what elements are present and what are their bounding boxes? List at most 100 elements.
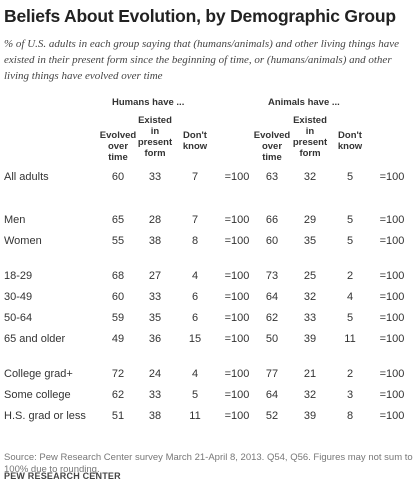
table-cell: 73: [265, 270, 279, 282]
table-cell: 77: [265, 368, 279, 380]
table-cell: 72: [111, 368, 125, 380]
table-cell: 5: [346, 312, 354, 324]
column-header: Evolved over time: [253, 130, 291, 163]
table-cell: =100: [224, 235, 250, 247]
source-label: PEW RESEARCH CENTER: [4, 471, 121, 481]
table-cell: 6: [191, 291, 199, 303]
table-cell: 39: [303, 410, 317, 422]
table-cell: 59: [111, 312, 125, 324]
row-label: 18-29: [4, 270, 33, 282]
table-cell: 25: [303, 270, 317, 282]
table-cell: 24: [148, 368, 162, 380]
table-cell: 5: [346, 235, 354, 247]
table-cell: 5: [191, 389, 199, 401]
table-cell: =100: [224, 410, 250, 422]
table-cell: 50: [265, 333, 279, 345]
column-header: Don't know: [182, 130, 208, 152]
footnote: Source: Pew Research Center survey March…: [4, 452, 413, 475]
table-cell: =100: [224, 291, 250, 303]
column-header: Existed in present form: [137, 115, 173, 159]
table-cell: 15: [188, 333, 202, 345]
table-cell: =100: [224, 312, 250, 324]
table-cell: 60: [111, 291, 125, 303]
table-cell: =100: [379, 291, 405, 303]
chart-title: Beliefs About Evolution, by Demographic …: [4, 6, 396, 26]
table-cell: =100: [379, 312, 405, 324]
row-label: 65 and older: [4, 333, 66, 345]
table-cell: 55: [111, 235, 125, 247]
table-cell: =100: [379, 389, 405, 401]
row-label: Some college: [4, 389, 71, 401]
table-cell: =100: [379, 410, 405, 422]
group-header-humans: Humans have ...: [112, 97, 185, 108]
chart-subtitle: % of U.S. adults in each group saying th…: [4, 38, 399, 82]
table-cell: =100: [379, 270, 405, 282]
row-label: Men: [4, 214, 26, 226]
table-cell: =100: [379, 333, 405, 345]
table-cell: 39: [303, 333, 317, 345]
table-cell: 68: [111, 270, 125, 282]
table-cell: 64: [265, 291, 279, 303]
table-cell: 38: [148, 410, 162, 422]
table-cell: 62: [111, 389, 125, 401]
table-cell: 4: [346, 291, 354, 303]
table-cell: 65: [111, 214, 125, 226]
table-cell: 21: [303, 368, 317, 380]
table-cell: =100: [224, 368, 250, 380]
table-cell: 36: [148, 333, 162, 345]
table-cell: 2: [346, 270, 354, 282]
table-cell: 52: [265, 410, 279, 422]
table-cell: =100: [379, 235, 405, 247]
table-cell: =100: [224, 214, 250, 226]
table-cell: 32: [303, 171, 317, 183]
table-cell: 11: [344, 333, 356, 345]
table-cell: 33: [148, 171, 162, 183]
table-cell: 4: [191, 368, 199, 380]
table-cell: =100: [379, 368, 405, 380]
table-cell: 6: [191, 312, 199, 324]
table-cell: =100: [379, 171, 405, 183]
table-cell: 60: [265, 235, 279, 247]
row-label: 50-64: [4, 312, 33, 324]
table-cell: 32: [303, 291, 317, 303]
table-cell: 64: [265, 389, 279, 401]
table-cell: 7: [191, 171, 199, 183]
column-header: Existed in present form: [292, 115, 328, 159]
table-cell: 8: [346, 410, 354, 422]
row-label: College grad+: [4, 368, 73, 380]
table-cell: 3: [346, 389, 354, 401]
table-cell: 33: [148, 389, 162, 401]
group-header-animals: Animals have ...: [268, 97, 340, 108]
table-cell: 60: [111, 171, 125, 183]
row-label: Women: [4, 235, 42, 247]
table-cell: 66: [265, 214, 279, 226]
row-label: H.S. grad or less: [4, 410, 86, 422]
column-header: Don't know: [337, 130, 363, 152]
row-label: 30-49: [4, 291, 33, 303]
table-cell: 33: [148, 291, 162, 303]
table-cell: 7: [191, 214, 199, 226]
table-cell: 35: [148, 312, 162, 324]
table-cell: =100: [224, 270, 250, 282]
column-header: Evolved over time: [99, 130, 137, 163]
table-cell: 8: [191, 235, 199, 247]
table-cell: 62: [265, 312, 279, 324]
table-cell: 29: [303, 214, 317, 226]
table-cell: 4: [191, 270, 199, 282]
row-label: All adults: [4, 171, 49, 183]
table-cell: 38: [148, 235, 162, 247]
table-cell: 5: [346, 214, 354, 226]
table-cell: 32: [303, 389, 317, 401]
table-cell: =100: [224, 389, 250, 401]
table-cell: 2: [346, 368, 354, 380]
table-cell: 11: [189, 410, 201, 422]
table-cell: =100: [379, 214, 405, 226]
table-cell: 49: [111, 333, 125, 345]
table-cell: 35: [303, 235, 317, 247]
table-cell: 28: [148, 214, 162, 226]
table-cell: =100: [224, 171, 250, 183]
table-cell: 5: [346, 171, 354, 183]
table-cell: 27: [148, 270, 162, 282]
table-cell: 63: [265, 171, 279, 183]
table-cell: 33: [303, 312, 317, 324]
